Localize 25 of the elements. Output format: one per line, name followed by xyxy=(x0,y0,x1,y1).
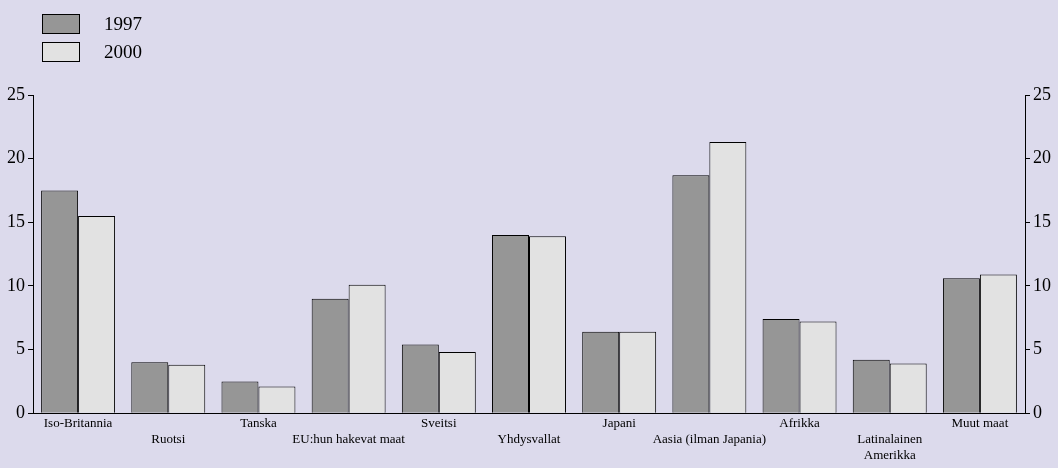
legend-label: 2000 xyxy=(104,41,142,63)
x-tick-label: Yhdysvallat xyxy=(497,431,561,447)
legend-label: 1997 xyxy=(104,13,142,35)
x-tick-label: Afrikka xyxy=(779,415,820,431)
y2-tick-label: 5 xyxy=(1033,338,1042,359)
y2-tick-label: 10 xyxy=(1033,274,1051,295)
x-tick-label: Sveitsi xyxy=(421,415,457,431)
y-tick-label: 15 xyxy=(7,211,25,232)
y-tick-label: 10 xyxy=(7,274,25,295)
y-tick-label: 0 xyxy=(16,401,25,422)
x-tick-label: Aasia (ilman Japania) xyxy=(652,431,767,447)
y2-tick-label: 25 xyxy=(1033,83,1051,104)
y-tick-label: 20 xyxy=(7,147,25,168)
y2-tick-label: 15 xyxy=(1033,211,1051,232)
x-tick-label: Japani xyxy=(602,415,637,431)
x-tick-label: Iso-Britannia xyxy=(43,415,113,431)
y-tick-label: 25 xyxy=(7,83,25,104)
x-tick-label: Ruotsi xyxy=(151,431,186,447)
x-tick-label: Tanska xyxy=(240,415,277,431)
y2-tick-label: 20 xyxy=(1033,147,1051,168)
y2-tick-label: 0 xyxy=(1033,401,1042,422)
x-tick-label: Muut maat xyxy=(951,415,1009,431)
y-tick-label: 5 xyxy=(16,338,25,359)
x-tick-label: EU:hun hakevat maat xyxy=(292,431,406,447)
x-tick-label: Latinalainen Amerikka xyxy=(857,431,923,462)
